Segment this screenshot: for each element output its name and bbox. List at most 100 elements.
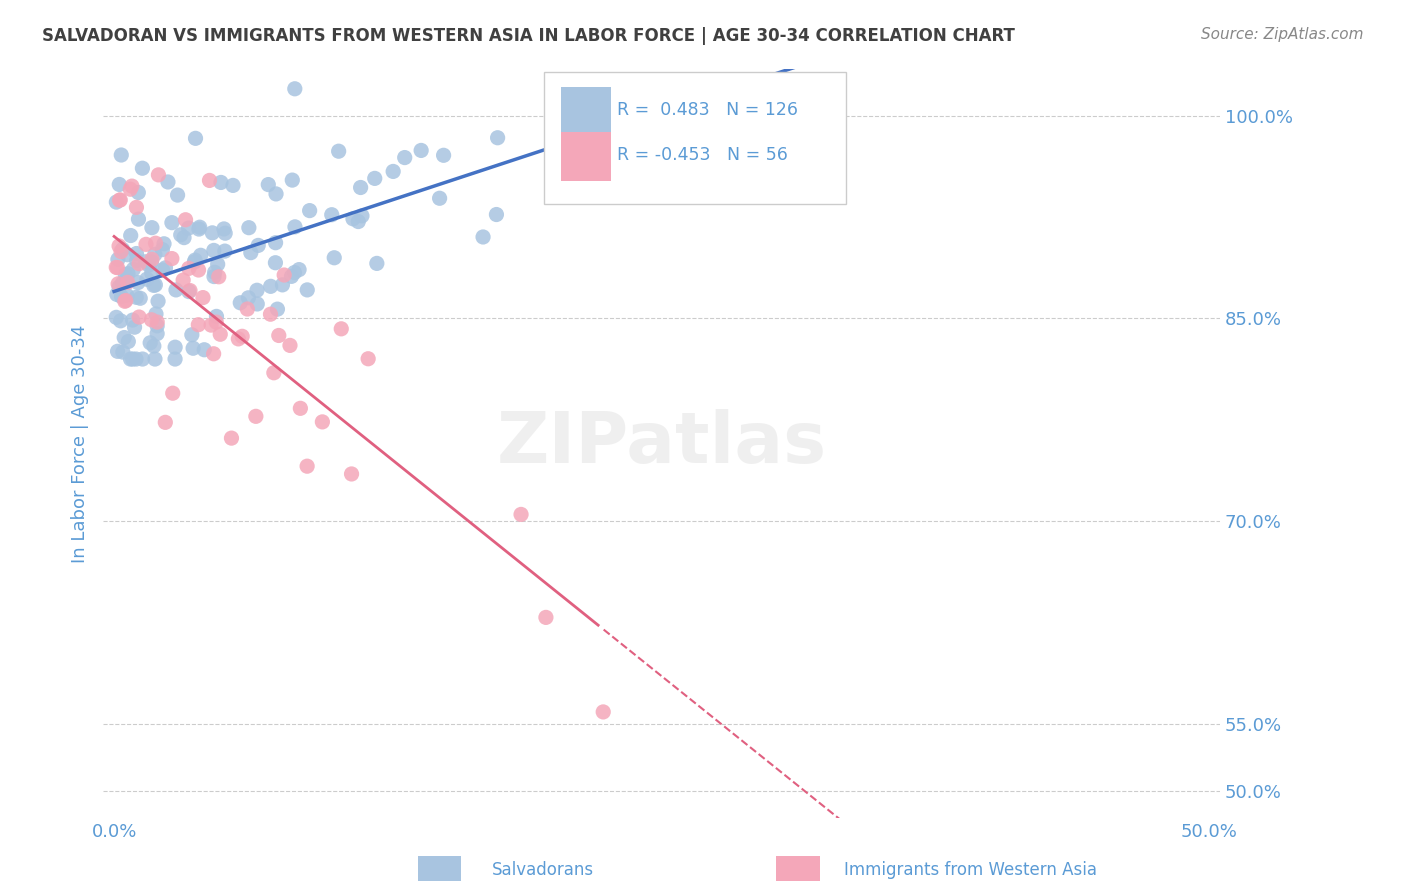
Point xyxy=(170,227,193,242)
Point xyxy=(110,244,132,259)
Point xyxy=(193,343,215,357)
Point xyxy=(214,226,236,240)
Point xyxy=(124,320,146,334)
Point xyxy=(108,280,131,294)
Point xyxy=(190,248,212,262)
Point xyxy=(184,253,207,268)
Point xyxy=(191,291,214,305)
Point xyxy=(382,164,405,178)
Point xyxy=(117,334,139,349)
Point xyxy=(181,341,204,355)
Point xyxy=(150,243,173,257)
Point xyxy=(267,328,290,343)
Point xyxy=(131,161,153,176)
Point xyxy=(117,267,139,281)
Point xyxy=(179,284,201,298)
Point xyxy=(135,237,157,252)
Point xyxy=(143,247,166,261)
Point xyxy=(172,273,194,287)
Point xyxy=(278,338,301,352)
Point xyxy=(138,258,160,272)
Point xyxy=(107,344,129,359)
Point xyxy=(105,287,128,301)
Point xyxy=(231,329,253,343)
Point xyxy=(148,168,170,182)
Point xyxy=(239,245,262,260)
Point xyxy=(214,244,236,259)
Point xyxy=(202,269,225,284)
Point xyxy=(131,352,153,367)
Point xyxy=(221,431,243,445)
Point xyxy=(284,219,307,234)
Point xyxy=(228,332,250,346)
Point xyxy=(125,352,148,367)
Text: SALVADORAN VS IMMIGRANTS FROM WESTERN ASIA IN LABOR FORCE | AGE 30-34 CORRELATIO: SALVADORAN VS IMMIGRANTS FROM WESTERN AS… xyxy=(42,27,1015,45)
Point xyxy=(177,221,200,235)
Point xyxy=(145,307,167,321)
Point xyxy=(578,82,600,96)
Point xyxy=(153,236,176,251)
Point xyxy=(340,467,363,481)
Point xyxy=(429,191,451,205)
Point xyxy=(125,253,148,268)
Point xyxy=(141,220,163,235)
Point xyxy=(347,214,370,228)
Point xyxy=(107,277,129,291)
Point xyxy=(105,310,128,325)
Point xyxy=(125,290,148,304)
Point xyxy=(209,327,232,342)
Point xyxy=(110,314,132,328)
Point xyxy=(120,352,142,367)
Point xyxy=(281,173,304,187)
Point xyxy=(141,252,163,267)
Point xyxy=(328,145,350,159)
Point xyxy=(141,312,163,326)
Point xyxy=(115,288,138,302)
Point xyxy=(246,283,269,297)
Point xyxy=(141,254,163,268)
Point xyxy=(257,178,280,192)
Point xyxy=(264,256,287,270)
Point xyxy=(146,315,169,329)
Point xyxy=(246,297,269,311)
Point xyxy=(121,313,143,327)
Point xyxy=(180,327,202,342)
Point xyxy=(142,278,165,293)
Text: Source: ZipAtlas.com: Source: ZipAtlas.com xyxy=(1201,27,1364,42)
Point xyxy=(107,252,129,267)
Text: ZIPatlas: ZIPatlas xyxy=(496,409,827,478)
Point xyxy=(146,318,169,333)
Point xyxy=(187,222,209,236)
Point xyxy=(114,293,136,308)
Point xyxy=(208,269,231,284)
Point xyxy=(135,272,157,286)
Point xyxy=(108,178,131,192)
Point xyxy=(160,216,183,230)
Point xyxy=(592,705,614,719)
Point xyxy=(115,272,138,286)
Point xyxy=(110,289,132,303)
Point xyxy=(162,386,184,401)
Point xyxy=(321,208,343,222)
Point xyxy=(117,276,139,290)
Point xyxy=(108,239,131,253)
Point xyxy=(288,262,311,277)
Point xyxy=(127,212,149,227)
Point xyxy=(273,268,295,282)
Point xyxy=(486,130,509,145)
Point xyxy=(357,351,380,366)
Point xyxy=(127,276,149,290)
Point xyxy=(105,195,128,210)
Point xyxy=(155,260,177,275)
Point xyxy=(143,352,166,367)
Point xyxy=(323,251,346,265)
Point xyxy=(120,228,142,243)
Point xyxy=(110,148,132,162)
Point xyxy=(280,269,302,284)
Point xyxy=(297,283,319,297)
Point xyxy=(311,415,333,429)
Point xyxy=(472,230,495,244)
Point xyxy=(202,347,225,361)
Point xyxy=(177,285,200,299)
Point xyxy=(183,255,205,269)
